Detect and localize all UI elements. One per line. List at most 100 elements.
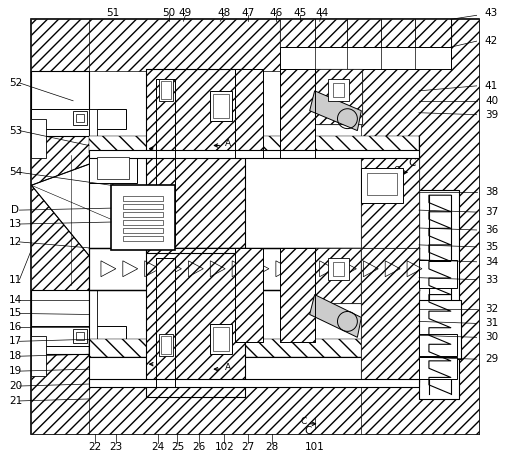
Bar <box>89 136 418 153</box>
Bar <box>32 119 46 158</box>
Text: 52: 52 <box>9 78 22 88</box>
Text: 46: 46 <box>269 8 282 18</box>
Bar <box>235 69 263 158</box>
Text: 47: 47 <box>241 8 254 18</box>
Bar <box>327 79 349 101</box>
Bar <box>110 185 175 250</box>
Bar <box>279 47 450 69</box>
Text: 23: 23 <box>109 442 122 452</box>
Bar <box>158 334 172 356</box>
Text: 26: 26 <box>192 442 206 452</box>
Bar <box>146 248 245 397</box>
Bar <box>361 19 477 434</box>
Bar <box>418 357 456 379</box>
Text: 39: 39 <box>484 110 497 120</box>
Text: B: B <box>159 142 165 151</box>
Bar <box>73 329 87 343</box>
Text: 42: 42 <box>484 36 497 46</box>
Bar <box>32 109 126 129</box>
Bar <box>332 262 344 276</box>
Text: 44: 44 <box>315 8 328 18</box>
Text: 49: 49 <box>179 8 192 18</box>
Bar <box>314 248 361 303</box>
Polygon shape <box>309 91 361 131</box>
Text: 43: 43 <box>484 8 497 18</box>
Bar <box>32 326 126 346</box>
Bar <box>146 248 245 397</box>
Bar <box>213 328 229 351</box>
Text: 37: 37 <box>484 207 497 217</box>
Bar <box>279 69 314 158</box>
Text: C: C <box>303 426 311 436</box>
Bar <box>89 109 97 163</box>
Bar <box>210 324 232 354</box>
Bar <box>235 69 263 158</box>
Text: 27: 27 <box>241 442 254 452</box>
Bar <box>332 83 344 97</box>
Bar <box>235 248 263 342</box>
Bar <box>123 212 162 217</box>
Bar <box>418 334 456 356</box>
Text: C: C <box>408 158 415 168</box>
Bar <box>146 69 245 253</box>
Bar <box>123 204 162 209</box>
Text: 30: 30 <box>484 332 497 342</box>
Bar <box>89 339 418 357</box>
Text: 17: 17 <box>9 336 22 346</box>
Bar <box>123 236 162 241</box>
Bar <box>123 220 162 225</box>
Text: 20: 20 <box>9 381 22 391</box>
Bar <box>279 248 314 342</box>
Bar <box>146 69 245 253</box>
Bar <box>89 151 418 158</box>
Bar <box>418 190 458 399</box>
Text: 13: 13 <box>9 219 22 229</box>
Bar <box>89 339 418 357</box>
Text: 50: 50 <box>162 8 175 18</box>
Bar <box>89 379 418 387</box>
Bar <box>73 111 87 125</box>
Bar <box>76 114 84 121</box>
Text: 19: 19 <box>9 366 22 376</box>
Bar <box>32 19 477 434</box>
Bar <box>123 228 162 233</box>
Text: 33: 33 <box>484 275 497 285</box>
Text: 24: 24 <box>151 442 164 452</box>
Bar <box>361 248 418 382</box>
Bar <box>279 19 450 47</box>
Text: 41: 41 <box>484 81 497 91</box>
Bar <box>366 173 397 195</box>
Text: 102: 102 <box>214 442 234 452</box>
Bar <box>32 336 46 376</box>
Text: 34: 34 <box>484 257 497 267</box>
Bar <box>32 290 89 354</box>
Bar <box>361 156 418 290</box>
Bar <box>89 248 418 290</box>
Bar <box>327 258 349 280</box>
Bar <box>155 258 175 387</box>
Bar <box>76 332 84 340</box>
Bar <box>158 79 172 101</box>
Text: 51: 51 <box>106 8 119 18</box>
Text: 53: 53 <box>9 126 22 136</box>
Text: C: C <box>300 417 306 426</box>
Text: 36: 36 <box>484 225 497 235</box>
Bar <box>89 153 136 183</box>
Text: 35: 35 <box>484 242 497 252</box>
Bar <box>155 79 175 243</box>
Text: A: A <box>224 139 231 148</box>
Bar <box>361 168 402 203</box>
Bar <box>314 69 361 124</box>
Bar <box>160 336 170 354</box>
Bar <box>89 290 97 344</box>
Text: 21: 21 <box>9 396 22 406</box>
Bar <box>32 384 477 434</box>
Bar <box>314 248 361 303</box>
Text: 28: 28 <box>265 442 278 452</box>
Bar <box>279 248 314 342</box>
Text: 32: 32 <box>484 304 497 314</box>
Text: 29: 29 <box>484 354 497 364</box>
Polygon shape <box>309 294 361 337</box>
Polygon shape <box>32 156 112 285</box>
Bar <box>279 19 450 47</box>
